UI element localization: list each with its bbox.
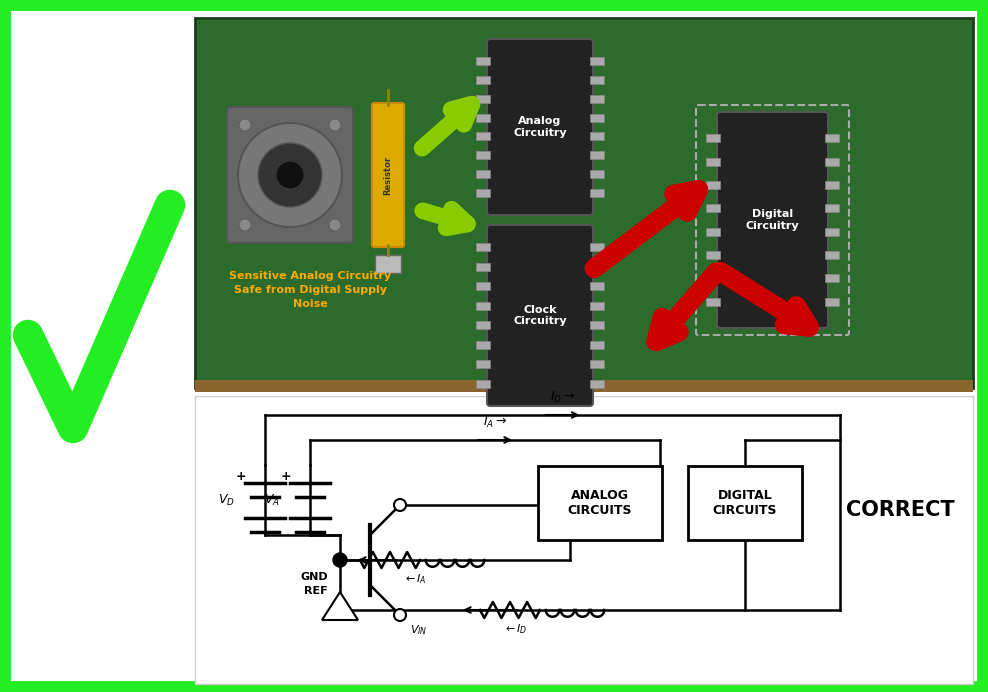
- FancyBboxPatch shape: [590, 95, 604, 102]
- FancyBboxPatch shape: [590, 76, 604, 84]
- Text: ANALOG
CIRCUITS: ANALOG CIRCUITS: [568, 489, 632, 517]
- FancyBboxPatch shape: [825, 228, 839, 236]
- FancyBboxPatch shape: [825, 274, 839, 282]
- Text: DIGITAL
CIRCUITS: DIGITAL CIRCUITS: [712, 489, 778, 517]
- FancyBboxPatch shape: [476, 95, 490, 102]
- FancyBboxPatch shape: [825, 204, 839, 212]
- FancyBboxPatch shape: [590, 379, 604, 388]
- FancyBboxPatch shape: [476, 189, 490, 197]
- FancyBboxPatch shape: [706, 298, 720, 306]
- FancyBboxPatch shape: [825, 251, 839, 259]
- FancyBboxPatch shape: [825, 158, 839, 165]
- FancyBboxPatch shape: [590, 113, 604, 122]
- FancyBboxPatch shape: [476, 244, 490, 251]
- FancyBboxPatch shape: [476, 263, 490, 271]
- Text: $V_D$: $V_D$: [218, 493, 235, 507]
- FancyBboxPatch shape: [195, 18, 973, 388]
- FancyBboxPatch shape: [717, 112, 828, 328]
- FancyBboxPatch shape: [538, 466, 662, 540]
- Text: Sensitive Analog Circuitry
Safe from Digital Supply
Noise: Sensitive Analog Circuitry Safe from Dig…: [229, 271, 391, 309]
- Text: $V_{IN}$: $V_{IN}$: [410, 623, 428, 637]
- Text: $\leftarrow I_A$: $\leftarrow I_A$: [403, 572, 427, 586]
- FancyBboxPatch shape: [4, 4, 984, 688]
- FancyBboxPatch shape: [476, 379, 490, 388]
- FancyBboxPatch shape: [476, 170, 490, 179]
- Circle shape: [329, 219, 341, 231]
- Text: Resistor: Resistor: [383, 156, 392, 194]
- FancyBboxPatch shape: [706, 181, 720, 189]
- FancyBboxPatch shape: [375, 255, 401, 273]
- Text: +: +: [281, 470, 291, 483]
- Circle shape: [394, 499, 406, 511]
- Circle shape: [333, 553, 347, 567]
- Text: $\leftarrow I_D$: $\leftarrow I_D$: [503, 622, 528, 636]
- FancyBboxPatch shape: [590, 244, 604, 251]
- FancyBboxPatch shape: [590, 263, 604, 271]
- FancyBboxPatch shape: [688, 466, 802, 540]
- FancyBboxPatch shape: [476, 132, 490, 140]
- Circle shape: [329, 119, 341, 131]
- Text: $I_A$$\rightarrow$: $I_A$$\rightarrow$: [483, 415, 507, 430]
- FancyBboxPatch shape: [476, 113, 490, 122]
- FancyBboxPatch shape: [706, 251, 720, 259]
- Text: Clock
Circuitry: Clock Circuitry: [513, 304, 567, 327]
- FancyBboxPatch shape: [195, 396, 973, 684]
- FancyBboxPatch shape: [706, 228, 720, 236]
- Circle shape: [276, 161, 304, 189]
- Text: +: +: [236, 470, 246, 483]
- FancyBboxPatch shape: [590, 189, 604, 197]
- FancyBboxPatch shape: [590, 132, 604, 140]
- FancyBboxPatch shape: [476, 76, 490, 84]
- FancyBboxPatch shape: [706, 134, 720, 143]
- Text: $V_A$: $V_A$: [264, 493, 280, 507]
- FancyBboxPatch shape: [590, 57, 604, 65]
- FancyBboxPatch shape: [590, 170, 604, 179]
- Circle shape: [239, 119, 251, 131]
- FancyBboxPatch shape: [825, 181, 839, 189]
- FancyBboxPatch shape: [476, 282, 490, 291]
- Polygon shape: [322, 592, 358, 620]
- FancyBboxPatch shape: [476, 57, 490, 65]
- Text: $I_D$$\rightarrow$: $I_D$$\rightarrow$: [550, 390, 575, 405]
- FancyBboxPatch shape: [195, 380, 973, 392]
- Circle shape: [238, 123, 342, 227]
- FancyBboxPatch shape: [825, 134, 839, 143]
- Text: Analog
Circuitry: Analog Circuitry: [513, 116, 567, 138]
- FancyBboxPatch shape: [487, 39, 593, 215]
- FancyBboxPatch shape: [590, 340, 604, 349]
- FancyBboxPatch shape: [590, 282, 604, 291]
- Text: GND: GND: [300, 572, 328, 582]
- Circle shape: [239, 219, 251, 231]
- FancyBboxPatch shape: [487, 225, 593, 406]
- FancyBboxPatch shape: [590, 360, 604, 368]
- FancyBboxPatch shape: [476, 360, 490, 368]
- FancyBboxPatch shape: [706, 274, 720, 282]
- FancyBboxPatch shape: [590, 321, 604, 329]
- Text: CORRECT: CORRECT: [846, 500, 954, 520]
- Circle shape: [394, 609, 406, 621]
- FancyBboxPatch shape: [476, 340, 490, 349]
- FancyBboxPatch shape: [372, 103, 404, 247]
- FancyBboxPatch shape: [590, 302, 604, 310]
- FancyBboxPatch shape: [476, 321, 490, 329]
- Text: Digital
Circuitry: Digital Circuitry: [746, 209, 799, 231]
- Text: REF: REF: [304, 586, 328, 596]
- Circle shape: [258, 143, 322, 207]
- FancyBboxPatch shape: [706, 158, 720, 165]
- FancyBboxPatch shape: [476, 302, 490, 310]
- FancyBboxPatch shape: [476, 152, 490, 159]
- FancyBboxPatch shape: [825, 298, 839, 306]
- FancyBboxPatch shape: [590, 152, 604, 159]
- FancyBboxPatch shape: [706, 204, 720, 212]
- FancyBboxPatch shape: [227, 107, 353, 243]
